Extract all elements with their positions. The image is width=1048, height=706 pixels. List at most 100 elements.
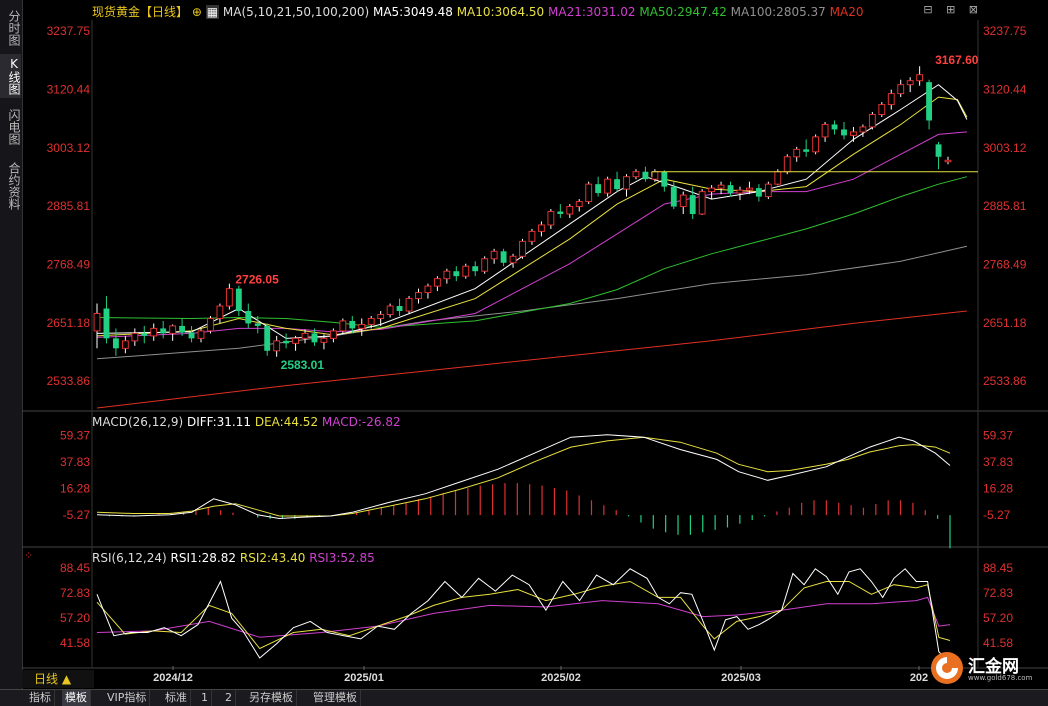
candle-body — [689, 195, 696, 214]
main-header: 现货黄金【日线】 ⊕ ▦ MA(5,10,21,50,100,200) MA5:… — [92, 3, 863, 20]
sidebar-tab-timeshare[interactable]: 分时图 — [7, 9, 21, 46]
sidebar-tab-flash[interactable]: 闪电图 — [7, 109, 21, 145]
candle-body — [225, 288, 233, 307]
candle-body — [727, 185, 734, 194]
logo-url: www.gold678.com — [968, 674, 1033, 682]
chart-canvas[interactable]: 3237.75 3237.75 3120.44 3120.44 3003.12 3003.… — [0, 0, 1048, 690]
candle-body — [906, 80, 914, 86]
rsi-right-tick: 41.58 — [983, 636, 1013, 650]
candle-body — [283, 340, 290, 344]
candle-body — [793, 148, 801, 158]
candle-body — [377, 313, 385, 319]
candle-body — [623, 176, 630, 190]
candle-body — [831, 124, 838, 130]
candle-body — [717, 184, 725, 189]
tab-save-template[interactable]: 另存模板 — [246, 690, 297, 706]
sidebar-tab-kline[interactable]: K线图 — [0, 54, 21, 98]
grid-icon[interactable]: ▦ — [205, 5, 220, 19]
maximize-icon[interactable]: ⊞ — [946, 3, 956, 16]
price-left-tick: 3003.12 — [47, 141, 91, 155]
candle-body — [614, 179, 620, 190]
rsi-left-tick: 57.20 — [60, 611, 90, 625]
period-selector[interactable]: 日线 ▲ — [22, 670, 94, 688]
candle-body — [396, 306, 403, 311]
macd-params: MACD(26,12,9) — [92, 415, 184, 429]
candle-body — [575, 201, 583, 208]
candle-body — [746, 187, 753, 191]
tab-manage-template[interactable]: 管理模板 — [310, 690, 361, 706]
candle-body — [490, 250, 498, 260]
sidebar-tab-contract[interactable]: 合约资料 — [7, 162, 21, 210]
macd-diff: DIFF:31.11 — [186, 415, 252, 429]
rsi1-value: RSI1:28.82 — [170, 551, 237, 565]
candle-body — [935, 144, 942, 157]
ma10-value: MA10:3064.50 — [456, 5, 545, 19]
rsi2-value: RSI2:43.40 — [239, 551, 306, 565]
tab-1[interactable]: 1 — [198, 690, 212, 706]
candle-body — [472, 266, 479, 272]
window-controls: ⊟ ⊞ ⊠ — [913, 3, 978, 16]
candle-body — [887, 93, 895, 106]
rsi-right-tick: 72.83 — [983, 586, 1013, 600]
tab-template[interactable]: 模板 — [62, 690, 91, 706]
candle-body — [897, 84, 905, 95]
candle-body — [916, 74, 924, 82]
rsi3-value: RSI3:52.85 — [309, 551, 375, 565]
price-left-tick: 3120.44 — [47, 82, 91, 96]
candle-body — [519, 240, 526, 257]
candle-body — [179, 325, 186, 333]
candle-body — [774, 171, 782, 185]
macd-left-tick: 59.37 — [60, 429, 90, 443]
candle-body — [566, 206, 574, 215]
price-right-tick: 3120.44 — [983, 82, 1027, 96]
rsi2-line — [96, 580, 951, 650]
candle-body — [169, 325, 177, 334]
candle-body — [783, 156, 791, 173]
settings-icon[interactable]: ⊕ — [191, 5, 202, 19]
price-right-tick: 2885.81 — [983, 199, 1027, 213]
candle-body — [112, 338, 119, 349]
candle-body — [349, 320, 356, 329]
candle-body — [661, 171, 668, 187]
candle-body — [254, 323, 261, 326]
dea-line — [96, 436, 951, 517]
candle-body — [528, 230, 536, 242]
ma50-line — [96, 176, 968, 328]
ma200-value: MA20 — [829, 5, 864, 19]
ma50-value: MA50:2947.42 — [639, 5, 727, 19]
candle-body — [632, 171, 640, 178]
candle-body — [121, 340, 129, 349]
candle-body — [131, 332, 139, 342]
price-left-tick: 2768.49 — [47, 257, 91, 271]
candle-body — [926, 82, 933, 121]
candle-body — [679, 194, 687, 208]
price-left-tick: 2651.18 — [47, 316, 91, 330]
macd-left-tick: -5.27 — [63, 508, 91, 522]
price-annotation: 3167.60 — [935, 53, 979, 67]
tab-vip-indicator[interactable]: VIP指标 — [104, 690, 151, 706]
minimize-icon[interactable]: ⊟ — [923, 3, 933, 16]
candle-body — [197, 330, 205, 339]
tab-indicator[interactable]: 指标 — [26, 690, 55, 706]
tab-2[interactable]: 2 — [222, 690, 236, 706]
candle-body — [547, 211, 555, 226]
logo-icon — [931, 652, 963, 684]
candle-body — [301, 332, 309, 339]
rsi-left-tick: 88.45 — [60, 561, 90, 575]
x-tick-label: 2025/03 — [721, 672, 761, 684]
logo: 汇金网 www.gold678.com — [930, 650, 1040, 686]
candle-body — [235, 288, 242, 311]
x-tick-label: 2024/12 — [153, 672, 193, 684]
tab-standard[interactable]: 标准 — [162, 690, 191, 706]
candle-body — [320, 337, 328, 343]
chart-title: 现货黄金【日线】 — [92, 5, 189, 19]
close-icon[interactable]: ⊠ — [968, 3, 978, 16]
indicator-menu-icon[interactable]: ⁘ — [24, 549, 34, 562]
candle-body — [764, 183, 772, 198]
rsi-right-tick: 57.20 — [983, 611, 1013, 625]
logo-text: 汇金网 — [968, 657, 1019, 677]
candle-body — [160, 328, 167, 334]
ma200-line — [96, 310, 967, 409]
candle-body — [944, 159, 952, 163]
candle-body — [453, 271, 460, 277]
